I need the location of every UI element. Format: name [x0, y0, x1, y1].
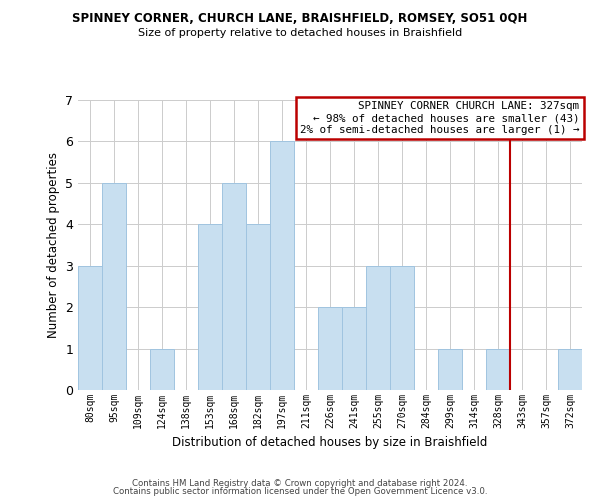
- Bar: [342, 307, 366, 390]
- Y-axis label: Number of detached properties: Number of detached properties: [47, 152, 59, 338]
- Text: Contains HM Land Registry data © Crown copyright and database right 2024.: Contains HM Land Registry data © Crown c…: [132, 478, 468, 488]
- Bar: [486, 348, 510, 390]
- Bar: [438, 348, 462, 390]
- X-axis label: Distribution of detached houses by size in Braishfield: Distribution of detached houses by size …: [172, 436, 488, 450]
- Bar: [246, 224, 270, 390]
- Bar: [198, 224, 222, 390]
- Bar: [270, 142, 294, 390]
- Bar: [318, 307, 342, 390]
- Bar: [366, 266, 390, 390]
- Text: SPINNEY CORNER, CHURCH LANE, BRAISHFIELD, ROMSEY, SO51 0QH: SPINNEY CORNER, CHURCH LANE, BRAISHFIELD…: [73, 12, 527, 26]
- Bar: [102, 183, 126, 390]
- Bar: [558, 348, 582, 390]
- Bar: [390, 266, 414, 390]
- Text: Contains public sector information licensed under the Open Government Licence v3: Contains public sector information licen…: [113, 487, 487, 496]
- Bar: [222, 183, 246, 390]
- Bar: [150, 348, 174, 390]
- Bar: [78, 266, 102, 390]
- Text: SPINNEY CORNER CHURCH LANE: 327sqm
← 98% of detached houses are smaller (43)
2% : SPINNEY CORNER CHURCH LANE: 327sqm ← 98%…: [300, 102, 580, 134]
- Text: Size of property relative to detached houses in Braishfield: Size of property relative to detached ho…: [138, 28, 462, 38]
